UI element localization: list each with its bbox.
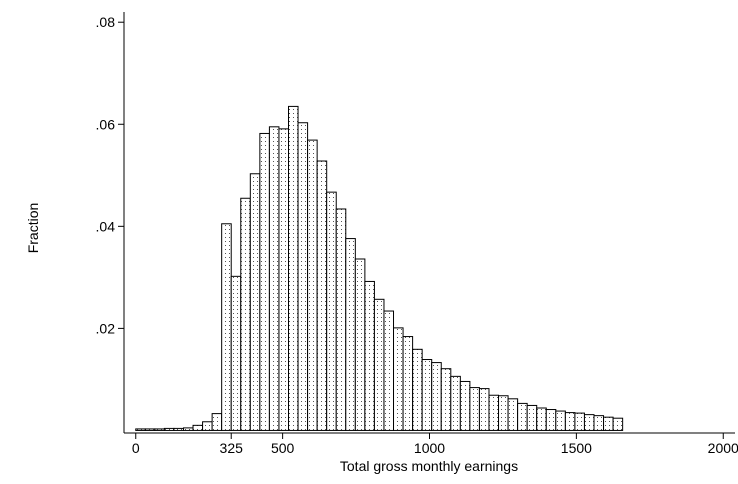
histogram-bar [163,427,175,431]
histogram-bar [603,416,614,431]
y-axis-title: Fraction [25,203,41,254]
histogram-bar [259,132,270,431]
histogram-bar [393,327,404,431]
histogram-bar [478,388,490,431]
histogram-bar [488,394,500,431]
y-tick-label: .02 [96,320,116,336]
histogram-bar [345,238,356,431]
histogram-bar [507,398,519,431]
x-tick-label: 2000 [708,440,738,456]
histogram-bar [459,380,471,431]
histogram-bar [173,427,184,431]
histogram-bar [583,414,595,431]
histogram-bar [526,404,538,431]
histogram-bar [545,409,557,431]
histogram-bar [402,336,414,431]
x-tick-label: 1500 [561,440,592,456]
histogram-bar [498,395,509,431]
x-tick-label: 1000 [414,440,445,456]
histogram-bar [316,160,328,431]
histogram-bar [612,417,624,431]
histogram-bar [536,407,547,431]
histogram-bar [192,424,204,431]
histogram-bar [249,173,261,431]
histogram-bar [335,208,347,431]
histogram-bar [421,359,433,431]
histogram-bar [268,126,280,431]
y-tick-label: .04 [96,218,116,234]
histogram-bar [383,310,395,431]
x-tick-label: 325 [220,440,244,456]
histogram-bar [221,223,232,431]
bars-group [135,105,624,431]
histogram-bar [297,122,309,431]
histogram-bar [440,368,452,431]
histogram-bar [278,128,289,431]
histogram-bar [373,298,385,431]
histogram-bar [574,412,585,431]
histogram-bar [593,415,605,431]
histogram-bar [326,191,337,431]
histogram-bar [230,275,242,431]
histogram-bar [211,413,223,431]
histogram-bar [364,280,375,431]
histogram-bar [412,348,423,431]
histogram-bar [182,427,194,431]
histogram-bar [564,412,576,431]
histogram-bar [240,197,251,431]
histogram-bar [154,428,165,431]
histogram-bar [202,421,213,431]
histogram-bar [144,428,156,431]
y-tick-label: .06 [96,116,116,132]
y-tick-label: .08 [96,14,116,30]
histogram-bar [307,139,318,431]
axes-group: .02 .04 .06 .08 0 325 500 1000 1500 2000 [96,12,738,456]
histogram-bar [469,387,480,431]
x-tick-label: 0 [132,440,140,456]
histogram-bar [517,402,528,431]
histogram-bar [354,258,366,431]
histogram-bar [431,362,442,431]
histogram-bar [555,410,566,431]
x-tick-label: 500 [271,440,295,456]
histogram-bar [288,105,299,431]
histogram-bar [450,375,461,431]
histogram-bar [135,428,146,431]
x-axis-title: Total gross monthly earnings [340,458,518,474]
